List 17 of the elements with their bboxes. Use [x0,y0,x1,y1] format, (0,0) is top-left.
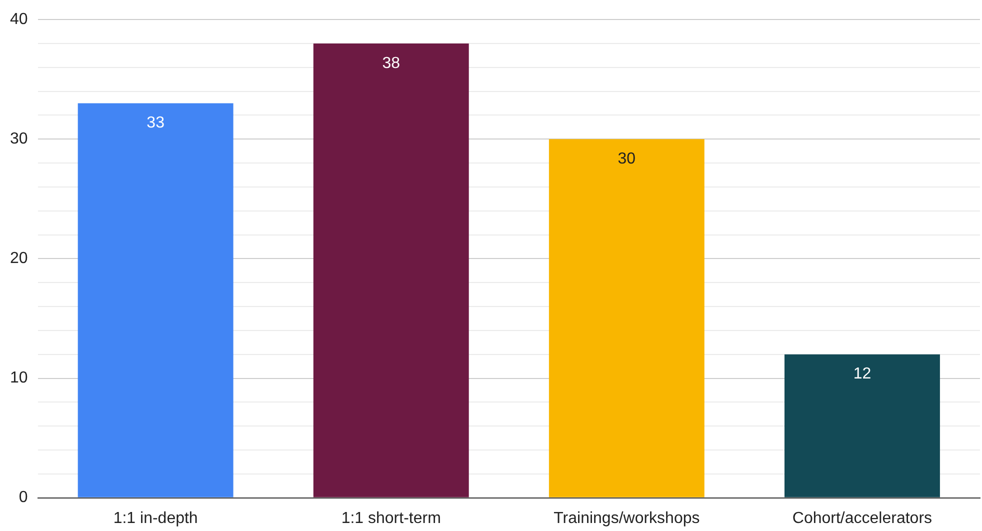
x-tick-label: Trainings/workshops [554,510,700,527]
y-tick-label: 10 [10,370,28,387]
bar [313,44,469,498]
y-tick-label: 40 [10,11,28,28]
x-tick-label: 1:1 in-depth [113,510,198,527]
data-label: 38 [382,54,400,72]
data-label: 33 [146,114,165,132]
bar [78,103,234,498]
bar [548,139,704,498]
bar [784,354,940,498]
y-tick-label: 0 [18,489,28,506]
y-tick-label: 30 [10,130,28,148]
y-tick-label: 20 [10,250,28,268]
data-label: 12 [853,366,872,383]
x-tick-label: 1:1 short-term [341,510,441,527]
x-tick-label: Cohort/accelerators [792,510,932,527]
data-label: 30 [618,150,636,168]
